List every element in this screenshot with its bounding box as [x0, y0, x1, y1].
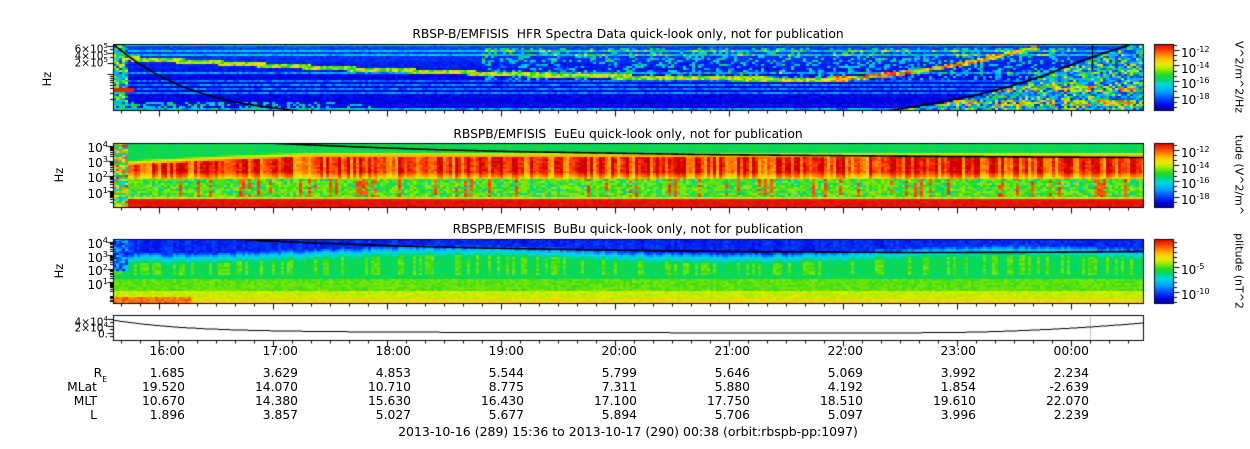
mlat-value: -2.639 — [1049, 380, 1089, 394]
re-value: 4.853 — [375, 366, 411, 380]
l-value: 3.996 — [940, 408, 976, 422]
l-value: 5.706 — [714, 408, 750, 422]
mlat-value: 14.070 — [254, 380, 298, 394]
table-column: 16:00 1.685 19.520 10.670 1.896 — [103, 345, 185, 449]
row-label-l: L — [90, 408, 97, 422]
l-value: 3.857 — [262, 408, 298, 422]
hfr-cbtick: 10-14 — [1181, 60, 1210, 76]
l-value: 5.027 — [375, 408, 411, 422]
table-column: 22:00 5.069 4.192 18.510 5.097 — [781, 345, 863, 449]
time-label: 20:00 — [601, 344, 637, 358]
table-column: 23:00 3.992 1.854 19.610 3.996 — [894, 345, 976, 449]
time-label: 22:00 — [827, 344, 863, 358]
euEu-cbtick: 10-12 — [1181, 144, 1210, 160]
l-value: 2.239 — [1053, 408, 1089, 422]
l-value: 5.677 — [488, 408, 524, 422]
table-column: 21:00 5.646 5.880 17.750 5.706 — [668, 345, 750, 449]
mlt-value: 10.670 — [141, 394, 185, 408]
buBu-cb-unit: plitude (nT^2 — [1232, 233, 1246, 309]
mlat-value: 5.880 — [714, 380, 750, 394]
strip-ytick: 0. — [97, 328, 108, 341]
mlat-value: 7.311 — [601, 380, 637, 394]
table-column: 19:00 5.544 8.775 16.430 5.677 — [442, 345, 524, 449]
table-column: 00:00 2.234 -2.639 22.070 2.239 — [1007, 345, 1089, 449]
table-column: 20:00 5.799 7.311 17.100 5.894 — [555, 345, 637, 449]
mlt-value: 17.750 — [706, 394, 750, 408]
re-value: 2.234 — [1053, 366, 1089, 380]
time-label: 00:00 — [1053, 344, 1089, 358]
buBu-ytick: 104 — [87, 235, 108, 251]
table-column: 18:00 4.853 10.710 15.630 5.027 — [329, 345, 411, 449]
row-label-mlat: MLat — [67, 380, 97, 394]
mlt-value: 16.430 — [480, 394, 524, 408]
buBu-ytick: 101 — [87, 276, 108, 292]
panel-hfr-title: RBSP-B/EMFISIS HFR Spectra Data quick-lo… — [412, 27, 844, 41]
mlat-value: 19.520 — [141, 380, 185, 394]
panel-buBu-title: RBSPB/EMFISIS BuBu quick-look only, not … — [452, 222, 804, 236]
euEu-ytick: 102 — [87, 169, 108, 185]
time-label: 21:00 — [714, 344, 750, 358]
hfr-cbtick: 10-12 — [1181, 44, 1210, 60]
buBu-cbtick: 10-5 — [1181, 261, 1205, 277]
time-label: 17:00 — [262, 344, 298, 358]
euEu-cb-unit: tude (V^2/m^ — [1232, 134, 1246, 216]
euEu-cbtick: 10-16 — [1181, 175, 1210, 191]
hfr-ytick: 2×105 — [74, 55, 108, 70]
hfr-ytick: 4×105 — [74, 48, 108, 63]
mlat-value: 10.710 — [367, 380, 411, 394]
panel-euEu-title: RBSPB/EMFISIS EuEu quick-look only, not … — [453, 127, 803, 141]
hfr-cb-unit: V^2/m^2/Hz — [1232, 40, 1246, 114]
hfr-cbtick: 10-18 — [1181, 91, 1210, 107]
time-range-caption: 2013-10-16 (289) 15:36 to 2013-10-17 (29… — [398, 424, 858, 439]
re-value: 3.629 — [262, 366, 298, 380]
mlt-value: 15.630 — [367, 394, 411, 408]
time-label: 18:00 — [375, 344, 411, 358]
hfr-yaxis-unit: Hz — [40, 71, 54, 87]
mlat-value: 1.854 — [940, 380, 976, 394]
mlat-value: 4.192 — [827, 380, 863, 394]
mlt-value: 18.510 — [819, 394, 863, 408]
l-value: 5.894 — [601, 408, 637, 422]
strip-ytick: 4×104 — [74, 314, 108, 329]
mlt-value: 19.610 — [932, 394, 976, 408]
buBu-ytick: 102 — [87, 262, 108, 278]
row-label-mlt: MLT — [73, 394, 97, 408]
hfr-ytick: 6×105 — [74, 41, 108, 56]
euEu-cbtick: 10-18 — [1181, 191, 1210, 207]
re-value: 5.069 — [827, 366, 863, 380]
row-label-re: RE — [93, 366, 107, 385]
re-value: 3.992 — [940, 366, 976, 380]
mlat-value: 8.775 — [488, 380, 524, 394]
l-value: 1.896 — [149, 408, 185, 422]
mlt-value: 14.380 — [254, 394, 298, 408]
hfr-cbtick: 10-16 — [1181, 75, 1210, 91]
strip-ytick: 2×104 — [74, 320, 108, 335]
table-row-labels: RE MLat MLT L — [0, 345, 107, 449]
mlt-value: 22.070 — [1045, 394, 1089, 408]
re-value: 5.799 — [601, 366, 637, 380]
buBu-cbtick: 10-10 — [1181, 286, 1210, 302]
re-value: 5.544 — [488, 366, 524, 380]
re-value: 5.646 — [714, 366, 750, 380]
euEu-ytick: 101 — [87, 185, 108, 201]
euEu-cbtick: 10-14 — [1181, 160, 1210, 176]
time-label: 16:00 — [149, 344, 185, 358]
time-label: 19:00 — [488, 344, 524, 358]
time-label: 23:00 — [940, 344, 976, 358]
mlt-value: 17.100 — [593, 394, 637, 408]
table-column: 17:00 3.629 14.070 14.380 3.857 — [216, 345, 298, 449]
euEu-ytick: 103 — [87, 154, 108, 170]
l-value: 5.097 — [827, 408, 863, 422]
buBu-ytick: 103 — [87, 249, 108, 265]
euEu-ytick: 104 — [87, 139, 108, 155]
re-value: 1.685 — [149, 366, 185, 380]
